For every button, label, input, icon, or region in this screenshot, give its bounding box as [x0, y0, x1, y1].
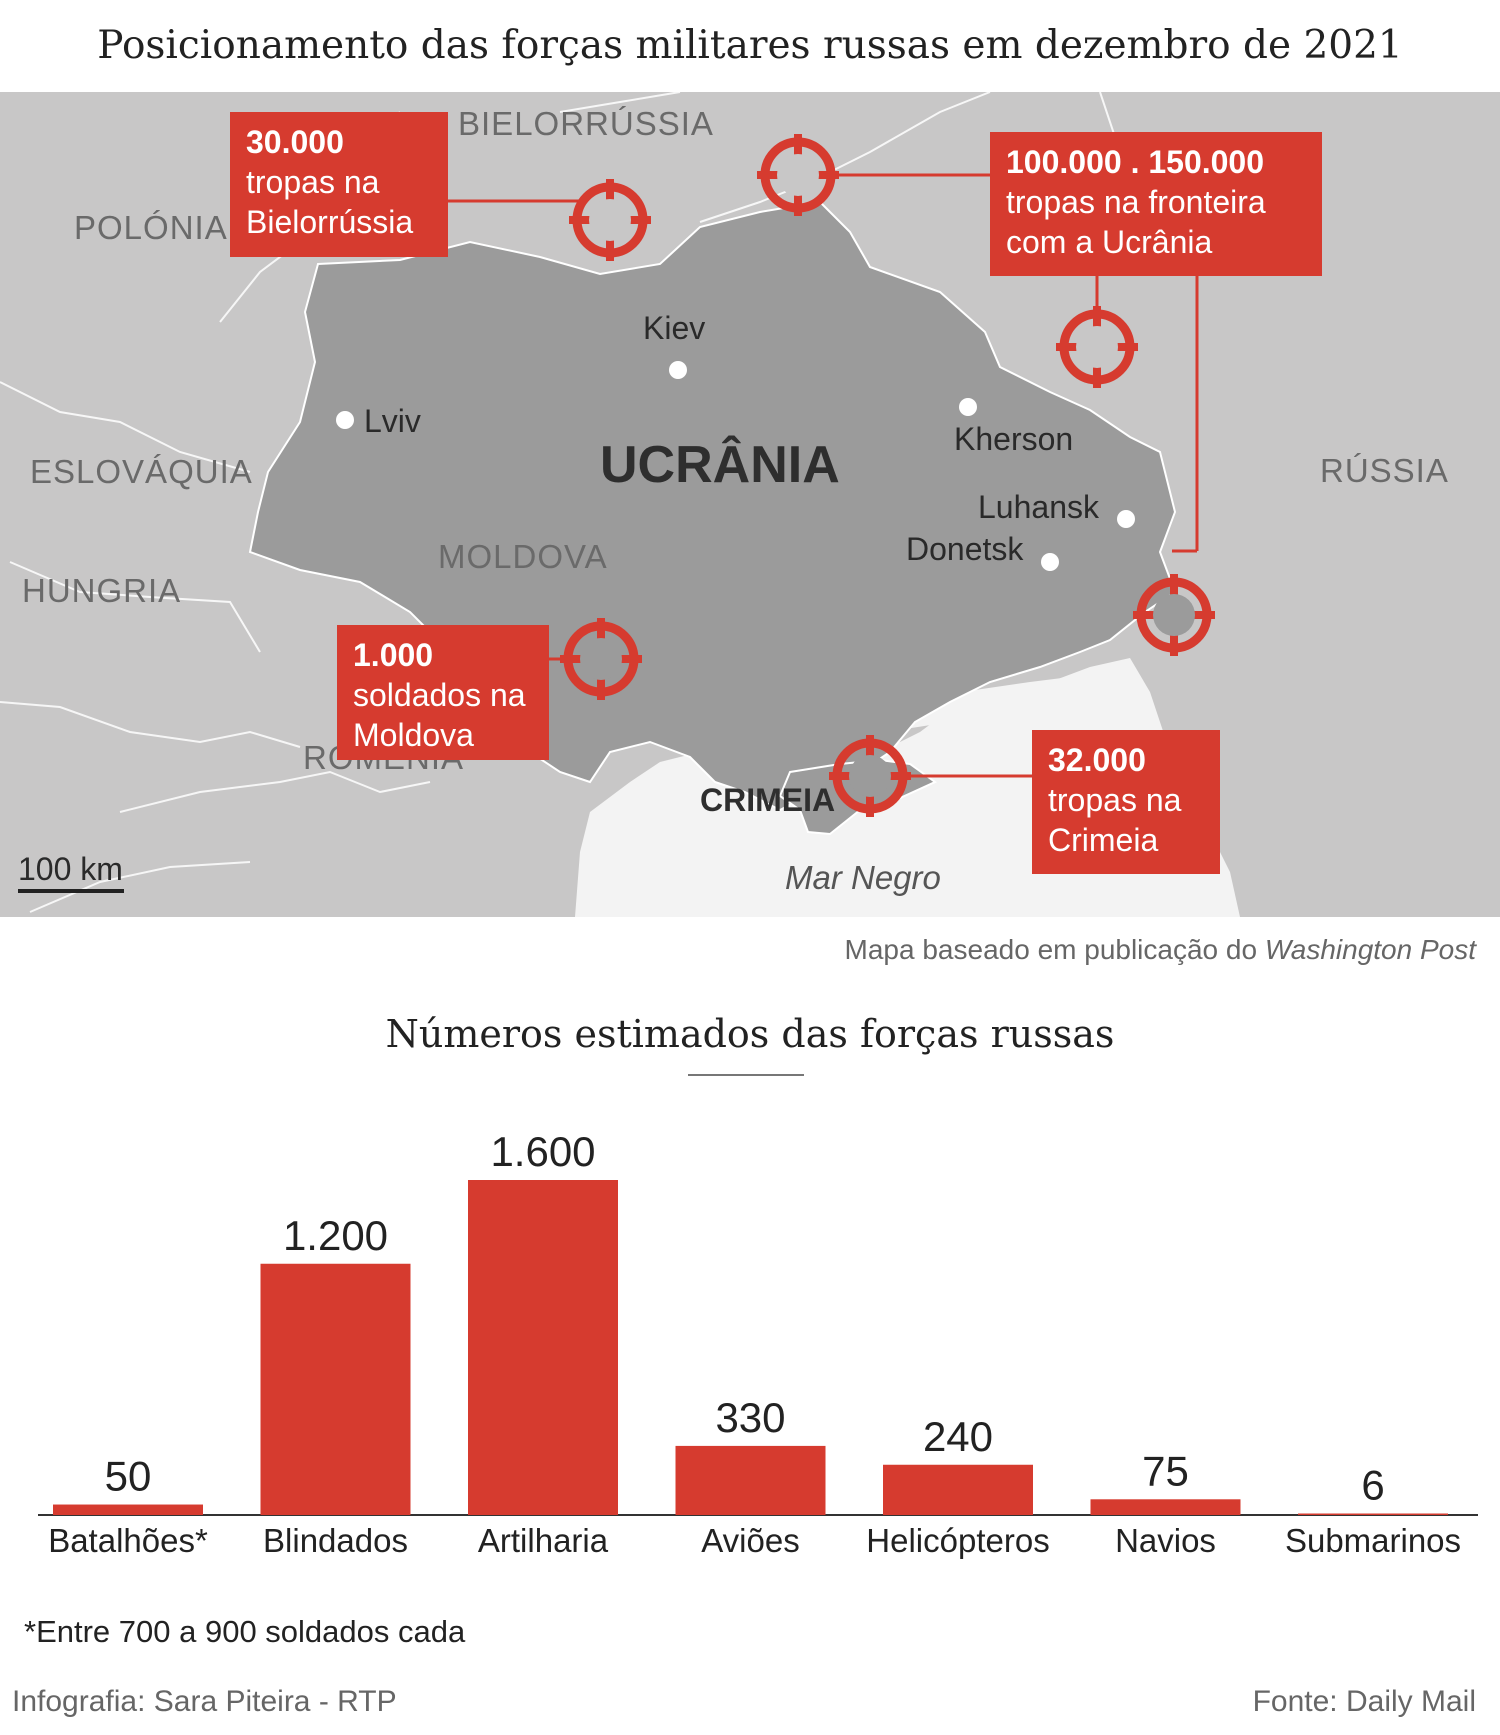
leader-lines	[448, 173, 1199, 778]
bar	[1298, 1513, 1448, 1515]
page-title: Posicionamento das forças militares russ…	[97, 23, 1403, 68]
bar	[53, 1504, 203, 1515]
category-label: Navios	[1115, 1522, 1216, 1559]
callout-belarus-number: 30.000	[246, 124, 344, 160]
city-marker-kiev	[669, 361, 687, 379]
bar-value-label: 1.600	[490, 1128, 595, 1175]
label-donetsk: Donetsk	[906, 531, 1024, 567]
label-slovakia: ESLOVÁQUIA	[30, 453, 253, 490]
map-source-note: Mapa baseado em publicação do Washington…	[845, 934, 1476, 966]
label-poland: POLÓNIA	[74, 209, 228, 246]
callout-crimea-line1: tropas na	[1048, 782, 1182, 818]
category-label: Blindados	[263, 1522, 408, 1559]
callout-belarus-line1: tropas na	[246, 164, 380, 200]
label-ukraine: UCRÂNIA	[600, 435, 840, 494]
bar	[883, 1464, 1033, 1515]
map-source-name: Washington Post	[1264, 934, 1476, 965]
crosshair-icon	[1133, 574, 1215, 656]
callout-border-number: 100.000 . 150.000	[1006, 144, 1265, 180]
bar	[468, 1180, 618, 1515]
city-marker-donetsk	[1041, 553, 1059, 571]
bar	[260, 1263, 411, 1515]
label-kherson: Kherson	[954, 421, 1073, 457]
bar-value-label: 240	[923, 1413, 993, 1460]
bar	[1090, 1499, 1241, 1515]
label-belarus: BIELORRÚSSIA	[458, 105, 714, 142]
bar	[675, 1445, 826, 1515]
bar-chart: 50 Batalhões* 1.200 Blindados 1.600 Artilhari…	[38, 1128, 1478, 1559]
callout-border-line2: com a Ucrânia	[1006, 224, 1213, 260]
label-crimea: CRIMEIA	[700, 782, 835, 818]
scale-bar	[18, 889, 124, 893]
callout-belarus-line2: Bielorrússia	[246, 204, 414, 240]
label-black-sea: Mar Negro	[785, 859, 941, 896]
label-lviv: Lviv	[364, 403, 421, 439]
chart-title: Números estimados das forças russas	[385, 1012, 1115, 1056]
callout-border-line1: tropas na fronteira	[1006, 184, 1266, 220]
bar-value-label: 75	[1142, 1447, 1189, 1494]
map-source-prefix: Mapa baseado em publicação do	[844, 934, 1265, 965]
callout-moldova: 1.000 soldados na Moldova	[337, 625, 549, 760]
label-hungary: HUNGRIA	[22, 572, 181, 609]
callout-belarus: 30.000 tropas na Bielorrússia	[230, 112, 448, 257]
label-luhansk: Luhansk	[978, 489, 1100, 525]
bar-value-label: 1.200	[283, 1212, 388, 1259]
callout-crimea: 32.000 tropas na Crimeia	[1032, 730, 1220, 874]
category-label: Batalhões*	[48, 1522, 208, 1559]
crosshair-icon	[829, 735, 911, 817]
callout-moldova-line2: Moldova	[353, 717, 474, 753]
crosshair-icon	[1056, 306, 1138, 388]
category-label: Helicópteros	[866, 1522, 1049, 1559]
footnote: *Entre 700 a 900 soldados cada	[24, 1614, 466, 1649]
scale-label: 100 km	[18, 851, 123, 887]
label-russia: RÚSSIA	[1320, 452, 1449, 489]
source: Fonte: Daily Mail	[1252, 1685, 1476, 1718]
category-label: Aviões	[701, 1522, 799, 1559]
label-moldova: MOLDOVA	[438, 538, 608, 575]
chart-title-rule	[688, 1074, 804, 1076]
city-marker-lviv	[336, 411, 354, 429]
crosshair-icon	[757, 134, 839, 216]
city-marker-luhansk	[1117, 510, 1135, 528]
city-marker-kherson	[959, 398, 977, 416]
callout-crimea-number: 32.000	[1048, 742, 1146, 778]
crosshair-icon	[560, 618, 642, 700]
callout-crimea-line2: Crimeia	[1048, 822, 1159, 858]
credit: Infografia: Sara Piteira - RTP	[12, 1685, 397, 1718]
bar-value-label: 6	[1361, 1462, 1384, 1509]
callout-moldova-line1: soldados na	[353, 677, 526, 713]
crosshair-icon	[569, 179, 651, 261]
category-label: Submarinos	[1285, 1522, 1461, 1559]
bar-value-label: 330	[715, 1394, 785, 1441]
callout-border: 100.000 . 150.000 tropas na fronteira co…	[990, 132, 1322, 276]
callout-moldova-number: 1.000	[353, 637, 434, 673]
label-kiev: Kiev	[643, 310, 705, 346]
bar-value-label: 50	[105, 1453, 152, 1500]
sea-of-azov	[905, 667, 1135, 729]
category-label: Artilharia	[478, 1522, 609, 1559]
